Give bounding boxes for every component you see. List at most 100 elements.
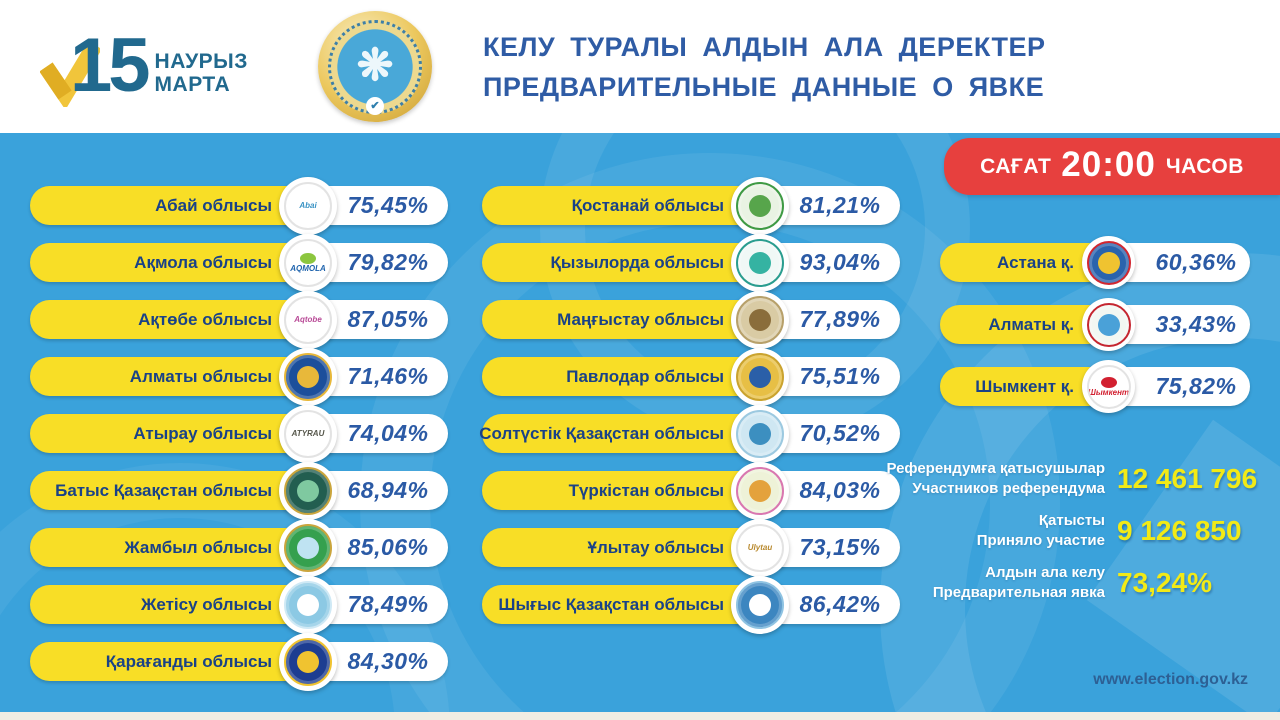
turnout-value: 87,05% xyxy=(347,306,429,332)
stat-label: Қатысты Приняло участие xyxy=(976,512,1105,549)
region-name: Алматы облысы xyxy=(129,366,272,386)
region-name: Ақтөбе облысы xyxy=(138,309,272,329)
turnout-value: 78,49% xyxy=(347,591,429,617)
small-check-icon: ✔ xyxy=(366,96,384,115)
ornament-star-icon: ❋ xyxy=(356,40,394,90)
checkmark-icon xyxy=(40,40,100,107)
central-referendum-commission-emblem-icon: ❋ ✔ xyxy=(318,11,432,122)
aqtobe-emblem-icon: Aqtobe xyxy=(279,291,337,349)
title-line-ru: ПРЕДВАРИТЕЛЬНЫЕ ДАННЫЕ О ЯВКЕ xyxy=(483,72,1045,102)
turnout-value: 70,52% xyxy=(799,420,881,446)
atyrau-emblem-icon: ATYRAU xyxy=(279,405,337,463)
region-pill: Батыс Қазақстан облысы xyxy=(30,471,330,510)
region-name: Ақмола облысы xyxy=(134,252,272,272)
shymkent-emblem-icon: Шымкент xyxy=(1082,360,1135,413)
turnout-value: 75,45% xyxy=(347,192,429,218)
turkistan-emblem-icon xyxy=(731,462,789,520)
stat-label: Алдын ала келу Предварительная явка xyxy=(932,564,1105,601)
qaragandy-emblem-icon xyxy=(279,633,337,691)
abai-emblem-icon: Abai xyxy=(279,177,337,235)
turnout-value: 79,82% xyxy=(347,249,429,275)
time-badge-time: 20:00 xyxy=(1061,144,1156,184)
turnout-value: 73,15% xyxy=(799,534,881,560)
zhetisu-emblem-icon xyxy=(279,576,337,634)
row-qaragandy: Қарағанды облысы 84,30% xyxy=(30,633,448,691)
bottom-strip xyxy=(0,712,1280,720)
astana-emblem-icon xyxy=(1082,236,1135,289)
row-mangystau: Маңғыстау облысы 77,89% xyxy=(482,291,900,349)
row-ulytau: Ұлытау облысы 73,15% Ulytau xyxy=(482,519,900,577)
turnout-value: 81,21% xyxy=(799,192,881,218)
city-column: Астана қ. 60,36% Алматы қ. 33,43% Шымкен… xyxy=(940,234,1250,415)
data-board: САҒАТ 20:00 ЧАСОВ Абай облысы 75,45% Aba… xyxy=(0,133,1280,712)
region-name: Қарағанды облысы xyxy=(105,651,272,671)
row-turkistan: Түркістан облысы 84,03% xyxy=(482,462,900,520)
region-name: Астана қ. xyxy=(997,252,1074,272)
turnout-value: 71,46% xyxy=(347,363,429,389)
region-name: Солтүстік Қазақстан облысы xyxy=(479,423,724,443)
region-name: Шымкент қ. xyxy=(975,376,1074,396)
row-shygys-qazaqstan: Шығыс Қазақстан облысы 86,42% xyxy=(482,576,900,634)
logo-day-number: 15 xyxy=(70,23,151,108)
row-qyzylorda: Қызылорда облысы 93,04% xyxy=(482,234,900,292)
row-atyrau: Атырау облысы 74,04% ATYRAU xyxy=(30,405,448,463)
region-name: Батыс Қазақстан облысы xyxy=(55,480,272,500)
region-pill: Маңғыстау облысы xyxy=(482,300,782,339)
time-badge-suffix: ЧАСОВ xyxy=(1165,154,1244,178)
time-badge: САҒАТ 20:00 ЧАСОВ xyxy=(944,138,1280,195)
turnout-value: 75,82% xyxy=(1155,373,1237,399)
turnout-value: 84,30% xyxy=(347,648,429,674)
region-name: Маңғыстау облысы xyxy=(557,309,724,329)
row-zhetisu: Жетісу облысы 78,49% xyxy=(30,576,448,634)
region-pill: Ұлытау облысы xyxy=(482,528,782,567)
zhambyl-emblem-icon xyxy=(279,519,337,577)
logo-month-text: НАУРЫЗ МАРТА xyxy=(154,50,248,96)
stat-participants: Референдумға қатысушылар Участников рефе… xyxy=(855,459,1275,498)
turnout-value: 84,03% xyxy=(799,477,881,503)
region-name: Атырау облысы xyxy=(133,423,272,443)
region-pill: Шымкент қ. xyxy=(940,367,1108,406)
stat-label: Референдумға қатысушылар Участников рефе… xyxy=(886,460,1105,497)
row-pavlodar: Павлодар облысы 75,51% xyxy=(482,348,900,406)
region-name: Түркістан облысы xyxy=(568,480,724,500)
region-pill: Астана қ. xyxy=(940,243,1108,282)
row-abai: Абай облысы 75,45% Abai xyxy=(30,177,448,235)
almaty-city-emblem-icon xyxy=(1082,298,1135,351)
website-url: www.election.gov.kz xyxy=(1093,671,1248,688)
stat-value: 73,24% xyxy=(1117,566,1212,598)
region-name: Абай облысы xyxy=(155,195,272,215)
region-name: Қызылорда облысы xyxy=(550,252,724,272)
turnout-value: 85,06% xyxy=(347,534,429,560)
row-batys-qazaqstan: Батыс Қазақстан облысы 68,94% xyxy=(30,462,448,520)
turnout-value: 77,89% xyxy=(799,306,881,332)
region-pill: Алматы қ. xyxy=(940,305,1108,344)
region-name: Қостанай облысы xyxy=(571,195,724,215)
stat-took-part: Қатысты Приняло участие 9 126 850 xyxy=(855,511,1275,550)
time-badge-prefix: САҒАТ xyxy=(980,154,1052,178)
row-qostanai: Қостанай облысы 81,21% xyxy=(482,177,900,235)
region-column-middle: Қостанай облысы 81,21% Қызылорда облысы … xyxy=(479,177,900,634)
row-zhambyl: Жамбыл облысы 85,06% xyxy=(30,519,448,577)
totals-panel: Референдумға қатысушылар Участников рефе… xyxy=(855,459,1275,602)
region-column-left: Абай облысы 75,45% Abai Ақмола облысы 79… xyxy=(30,177,448,691)
qyzylorda-emblem-icon xyxy=(731,234,789,292)
batys-qazaqstan-emblem-icon xyxy=(279,462,337,520)
row-astana: Астана қ. 60,36% xyxy=(940,234,1250,291)
region-name: Алматы қ. xyxy=(988,314,1074,334)
region-name: Ұлытау облысы xyxy=(587,537,724,557)
header: 15 НАУРЫЗ МАРТА ❋ ✔ КЕЛУ ТУРАЛЫ АЛДЫН АЛ… xyxy=(0,0,1280,133)
region-name: Павлодар облысы xyxy=(566,366,724,386)
mangystau-emblem-icon xyxy=(731,291,789,349)
stat-turnout: Алдын ала келу Предварительная явка 73,2… xyxy=(855,563,1275,602)
row-aqtobe: Ақтөбе облысы 87,05% Aqtobe xyxy=(30,291,448,349)
stat-value: 9 126 850 xyxy=(1117,514,1242,546)
almaty-region-emblem-icon xyxy=(279,348,337,406)
row-shymkent: Шымкент қ. 75,82% Шымкент xyxy=(940,358,1250,415)
region-name: Жетісу облысы xyxy=(140,594,272,614)
turnout-value: 33,43% xyxy=(1155,311,1237,337)
shygys-qazaqstan-emblem-icon xyxy=(731,576,789,634)
march-15-logo: 15 НАУРЫЗ МАРТА xyxy=(40,20,248,112)
aqmola-emblem-icon: AQMOLA xyxy=(279,234,337,292)
row-almaty-city: Алматы қ. 33,43% xyxy=(940,296,1250,353)
